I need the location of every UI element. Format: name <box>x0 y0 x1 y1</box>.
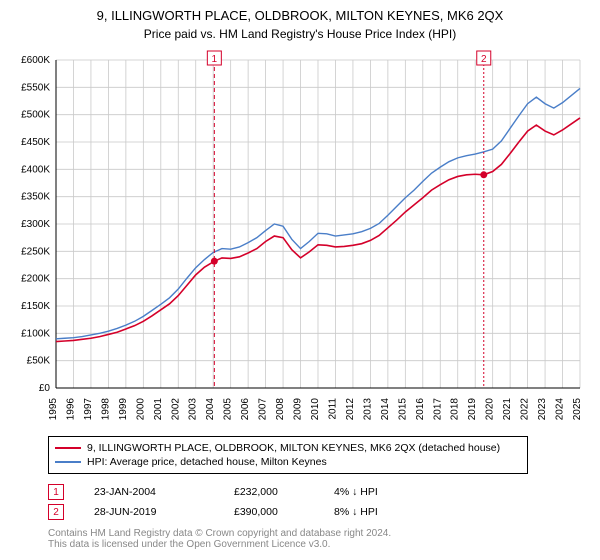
svg-text:2004: 2004 <box>205 398 216 421</box>
svg-text:2005: 2005 <box>223 398 234 421</box>
license-line-2: This data is licensed under the Open Gov… <box>48 539 558 550</box>
legend-row: HPI: Average price, detached house, Milt… <box>55 455 521 469</box>
svg-text:2001: 2001 <box>153 398 164 421</box>
legend-label: 9, ILLINGWORTH PLACE, OLDBROOK, MILTON K… <box>87 442 500 454</box>
svg-text:1999: 1999 <box>118 398 129 421</box>
svg-text:2022: 2022 <box>520 398 531 421</box>
legend-label: HPI: Average price, detached house, Milt… <box>87 456 327 468</box>
svg-text:2015: 2015 <box>397 398 408 421</box>
svg-text:2011: 2011 <box>327 398 338 420</box>
svg-text:2014: 2014 <box>380 398 391 421</box>
svg-text:1998: 1998 <box>100 398 111 421</box>
svg-text:£0: £0 <box>39 383 51 394</box>
title-line-2: Price paid vs. HM Land Registry's House … <box>0 23 600 41</box>
svg-text:2019: 2019 <box>467 398 478 421</box>
svg-text:1: 1 <box>212 54 218 65</box>
price-chart: £0 £50K £100K £150K £200K £250K £300K £350K £400… <box>10 48 590 428</box>
marker-diff: 8% ↓ HPI <box>334 506 434 518</box>
svg-text:2006: 2006 <box>240 398 251 421</box>
svg-text:£450K: £450K <box>21 137 50 148</box>
marker-date: 28-JUN-2019 <box>94 506 204 518</box>
svg-text:2: 2 <box>481 54 487 65</box>
title-line-1: 9, ILLINGWORTH PLACE, OLDBROOK, MILTON K… <box>0 0 600 23</box>
svg-text:£350K: £350K <box>21 192 50 203</box>
svg-text:2020: 2020 <box>485 398 496 421</box>
svg-text:2003: 2003 <box>188 398 199 421</box>
svg-text:2016: 2016 <box>415 398 426 421</box>
svg-text:2002: 2002 <box>170 398 181 421</box>
svg-text:2009: 2009 <box>293 398 304 421</box>
svg-text:2010: 2010 <box>310 398 321 421</box>
marker-table: 1 23-JAN-2004 £232,000 4% ↓ HPI 2 28-JUN-2019… <box>48 482 558 522</box>
svg-text:£500K: £500K <box>21 110 50 121</box>
svg-text:2008: 2008 <box>275 398 286 421</box>
svg-text:1996: 1996 <box>65 398 76 421</box>
svg-text:£600K: £600K <box>21 55 50 66</box>
svg-text:2024: 2024 <box>555 398 566 421</box>
svg-text:2025: 2025 <box>572 398 583 421</box>
svg-text:2018: 2018 <box>450 398 461 421</box>
svg-text:2000: 2000 <box>135 398 146 421</box>
legend-swatch <box>55 447 81 449</box>
svg-text:£200K: £200K <box>21 274 50 285</box>
marker-number-box: 2 <box>48 504 64 520</box>
svg-text:2007: 2007 <box>258 398 269 421</box>
legend-row: 9, ILLINGWORTH PLACE, OLDBROOK, MILTON K… <box>55 441 521 455</box>
svg-text:2012: 2012 <box>345 398 356 421</box>
marker-price: £390,000 <box>234 506 304 518</box>
marker-row: 1 23-JAN-2004 £232,000 4% ↓ HPI <box>48 482 558 502</box>
legend-swatch <box>55 461 81 463</box>
svg-text:2013: 2013 <box>362 398 373 421</box>
license-line-1: Contains HM Land Registry data © Crown c… <box>48 528 558 539</box>
marker-number-box: 1 <box>48 484 64 500</box>
marker-date: 23-JAN-2004 <box>94 486 204 498</box>
svg-text:£150K: £150K <box>21 301 50 312</box>
marker-row: 2 28-JUN-2019 £390,000 8% ↓ HPI <box>48 502 558 522</box>
license-text: Contains HM Land Registry data © Crown c… <box>48 528 558 550</box>
svg-text:1997: 1997 <box>83 398 94 421</box>
svg-text:2017: 2017 <box>432 398 443 421</box>
svg-text:£250K: £250K <box>21 246 50 257</box>
svg-text:£100K: £100K <box>21 328 50 339</box>
marker-diff: 4% ↓ HPI <box>334 486 434 498</box>
svg-text:£300K: £300K <box>21 219 50 230</box>
legend-box: 9, ILLINGWORTH PLACE, OLDBROOK, MILTON K… <box>48 436 528 474</box>
svg-text:£400K: £400K <box>21 164 50 175</box>
svg-text:1995: 1995 <box>48 398 59 421</box>
svg-text:2021: 2021 <box>502 398 513 421</box>
svg-text:£50K: £50K <box>27 356 51 367</box>
svg-text:£550K: £550K <box>21 82 50 93</box>
svg-text:2023: 2023 <box>537 398 548 421</box>
marker-price: £232,000 <box>234 486 304 498</box>
